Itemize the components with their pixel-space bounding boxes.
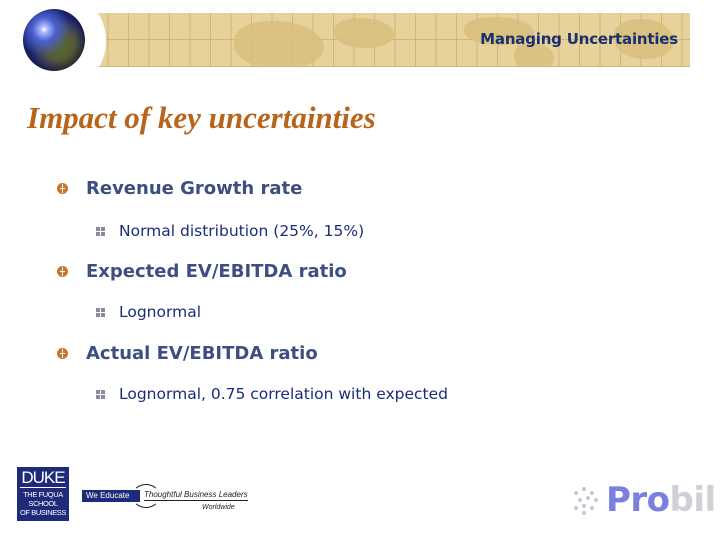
bullet-item: Revenue Growth rate — [57, 178, 302, 199]
bullet-label: Actual EV/EBITDA ratio — [86, 343, 318, 364]
probil-logo: Pro bil — [572, 480, 716, 520]
map-landmass — [614, 19, 674, 59]
duke-logo-text: THE FUQUA — [23, 490, 63, 499]
map-landmass — [234, 21, 324, 67]
slide-title: Impact of key uncertainties — [27, 100, 376, 135]
dots-icon — [572, 485, 606, 515]
sub-bullet-icon — [96, 307, 105, 317]
sub-bullet-icon — [96, 226, 105, 236]
bullet-item: Expected EV/EBITDA ratio — [57, 261, 347, 282]
sub-bullet-label: Normal distribution (25%, 15%) — [119, 222, 365, 240]
bullet-label: Revenue Growth rate — [86, 178, 303, 199]
probil-pro-text: Pro — [606, 480, 670, 520]
bullet-icon — [57, 183, 68, 194]
map-landmass — [514, 43, 554, 67]
probil-bil-text: bil — [669, 480, 717, 520]
bullet-label: Expected EV/EBITDA ratio — [86, 261, 347, 282]
duke-logo-text: SCHOOL — [28, 499, 58, 508]
fuqua-tagline: We Educate Thoughtful Business Leaders W… — [82, 484, 252, 517]
duke-logo-text: OF BUSINESS — [19, 508, 67, 517]
sub-bullet-icon — [96, 389, 105, 399]
tagline-worldwide: Worldwide — [202, 504, 235, 511]
bullet-icon — [57, 266, 68, 277]
header-title: Managing Uncertainties — [480, 30, 678, 48]
bullet-icon — [57, 348, 68, 359]
bullet-item: Actual EV/EBITDA ratio — [57, 343, 318, 364]
sub-bullet-item: Lognormal, 0.75 correlation with expecte… — [96, 385, 448, 403]
tagline-we-educate: We Educate — [82, 490, 140, 502]
tagline-thoughtful: Thoughtful Business Leaders — [144, 490, 248, 501]
sub-bullet-label: Lognormal, 0.75 correlation with expecte… — [119, 385, 448, 403]
duke-logo-text: DUKE — [20, 468, 66, 488]
duke-fuqua-logo: DUKE THE FUQUA SCHOOL OF BUSINESS — [17, 467, 69, 521]
sub-bullet-label: Lognormal — [119, 303, 201, 321]
globe-icon — [23, 9, 85, 71]
header-banner — [84, 13, 690, 67]
sub-bullet-item: Normal distribution (25%, 15%) — [96, 222, 364, 240]
sub-bullet-item: Lognormal — [96, 303, 201, 321]
swoosh-icon — [132, 484, 160, 508]
map-landmass — [464, 17, 534, 45]
map-landmass — [334, 18, 394, 48]
